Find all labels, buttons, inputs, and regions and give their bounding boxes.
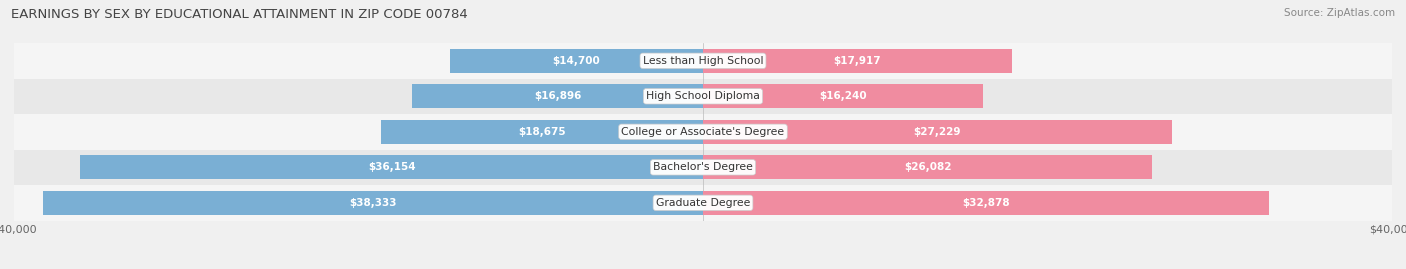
Text: $26,082: $26,082 (904, 162, 952, 172)
Bar (14, 114, 1392, 150)
Bar (14, 43, 1392, 79)
Bar (703, 84, 983, 108)
Bar (450, 49, 703, 73)
Bar (412, 84, 703, 108)
Text: Bachelor's Degree: Bachelor's Degree (652, 162, 754, 172)
Text: College or Associate's Degree: College or Associate's Degree (621, 127, 785, 137)
Text: Graduate Degree: Graduate Degree (655, 198, 751, 208)
Text: $16,896: $16,896 (534, 91, 581, 101)
Text: $32,878: $32,878 (962, 198, 1010, 208)
Bar (14, 185, 1392, 221)
Text: EARNINGS BY SEX BY EDUCATIONAL ATTAINMENT IN ZIP CODE 00784: EARNINGS BY SEX BY EDUCATIONAL ATTAINMEN… (11, 8, 468, 21)
Bar (703, 155, 1153, 179)
Text: $36,154: $36,154 (368, 162, 415, 172)
Bar (381, 120, 703, 144)
Text: $38,333: $38,333 (349, 198, 396, 208)
Bar (80, 155, 703, 179)
Text: Source: ZipAtlas.com: Source: ZipAtlas.com (1284, 8, 1395, 18)
Text: $14,700: $14,700 (553, 56, 600, 66)
Text: $16,240: $16,240 (820, 91, 866, 101)
Bar (703, 120, 1173, 144)
Text: $27,229: $27,229 (914, 127, 962, 137)
Bar (14, 79, 1392, 114)
Bar (703, 191, 1270, 215)
Bar (14, 150, 1392, 185)
Text: $17,917: $17,917 (834, 56, 882, 66)
Text: $18,675: $18,675 (519, 127, 567, 137)
Bar (703, 49, 1011, 73)
Bar (42, 191, 703, 215)
Text: Less than High School: Less than High School (643, 56, 763, 66)
Text: High School Diploma: High School Diploma (647, 91, 759, 101)
